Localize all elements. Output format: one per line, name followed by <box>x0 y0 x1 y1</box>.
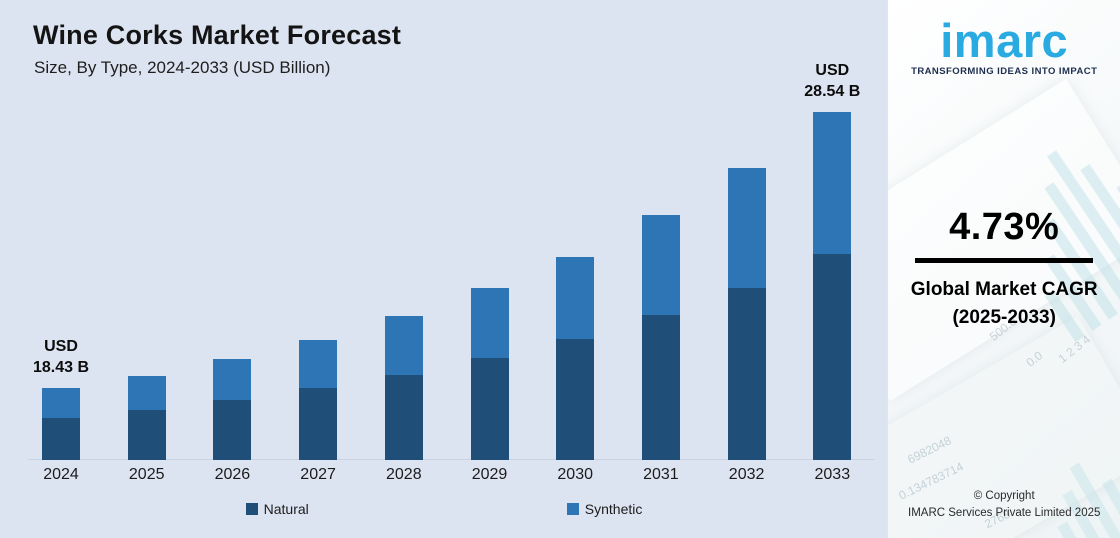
bar-2025 <box>127 376 166 460</box>
bar-2024 <box>42 388 80 460</box>
x-axis-label-2025: 2025 <box>128 466 165 483</box>
bar-segment-natural <box>813 254 852 460</box>
bar-segment-natural <box>299 388 338 460</box>
x-axis-label-2024: 2024 <box>43 466 79 483</box>
bar-2027 <box>299 340 338 460</box>
bar-segment-synthetic <box>384 316 423 375</box>
bar-segment-natural <box>641 315 680 460</box>
x-axis-label-2029: 2029 <box>471 466 508 483</box>
cagr-value: 4.73% <box>949 206 1060 248</box>
bar-segment-synthetic <box>727 168 766 288</box>
cagr-divider <box>915 258 1094 263</box>
imarc-logo: imarc TRANSFORMING IDEAS INTO IMPACT <box>888 14 1120 78</box>
bar-2026 <box>213 359 252 460</box>
x-axis-label-2033: 2033 <box>814 466 851 483</box>
bar-segment-natural <box>384 375 423 460</box>
copyright-line2: IMARC Services Private Limited 2025 <box>908 506 1101 519</box>
cagr-label-line2: (2025-2033) <box>952 306 1056 328</box>
value-label-2024: USD 18.43 B <box>32 338 90 377</box>
chart-legend: Natural Synthetic <box>0 501 887 517</box>
x-axis-label-2028: 2028 <box>386 466 422 483</box>
x-axis-label-2032: 2032 <box>728 466 765 483</box>
bar-segment-natural <box>556 339 595 460</box>
bar-segment-natural <box>127 410 166 460</box>
bar-2030 <box>556 257 595 460</box>
legend-item-synthetic: Synthetic <box>566 501 643 517</box>
x-axis-label-2026: 2026 <box>214 466 251 483</box>
legend-swatch-natural <box>245 503 258 515</box>
bar-segment-natural <box>213 400 252 460</box>
legend-label: Natural <box>263 501 309 517</box>
bar-segment-synthetic <box>213 359 252 400</box>
copyright-line1: © Copyright <box>973 489 1035 502</box>
bar-2031 <box>641 215 680 460</box>
bar-2033 <box>813 112 852 460</box>
x-axis-label-2030: 2030 <box>557 466 593 483</box>
legend-label: Synthetic <box>584 501 643 517</box>
brand-pane: 500.0 0.0 1 2 3 4 6982048 0.134783714 2768 im… <box>887 0 1120 538</box>
legend-swatch-synthetic <box>566 503 579 515</box>
legend-item-natural: Natural <box>245 501 309 517</box>
bar-2028 <box>384 316 423 460</box>
page-title: Wine Corks Market Forecast <box>33 20 402 50</box>
bar-segment-natural <box>42 418 80 460</box>
copyright: © Copyright IMARC Services Private Limit… <box>888 488 1120 523</box>
cagr-label-line1: Global Market CAGR <box>910 279 1098 300</box>
bar-segment-synthetic <box>813 112 852 254</box>
value-label-2033: USD 28.54 B <box>804 62 861 101</box>
x-axis-label-2031: 2031 <box>643 466 679 483</box>
bar-segment-natural <box>470 358 509 460</box>
imarc-tagline: TRANSFORMING IDEAS INTO IMPACT <box>911 66 1098 78</box>
x-axis-line <box>28 459 874 460</box>
bar-segment-synthetic <box>641 215 680 315</box>
bar-segment-synthetic <box>42 388 80 418</box>
x-axis-label-2027: 2027 <box>300 466 336 483</box>
bar-segment-synthetic <box>127 376 166 410</box>
bar-segment-synthetic <box>299 340 338 388</box>
chart-subtitle: Size, By Type, 2024-2033 (USD Billion) <box>34 58 331 77</box>
bar-segment-synthetic <box>556 257 595 339</box>
bar-2032 <box>727 168 766 460</box>
chart-pane: Wine Corks Market Forecast Size, By Type… <box>0 20 887 517</box>
bar-2029 <box>470 288 509 460</box>
imarc-logo-text: imarc <box>940 14 1069 67</box>
cagr-block: 4.73% Global Market CAGR (2025-2033) <box>888 206 1120 331</box>
bar-segment-natural <box>727 288 766 460</box>
bar-segment-synthetic <box>470 288 509 358</box>
